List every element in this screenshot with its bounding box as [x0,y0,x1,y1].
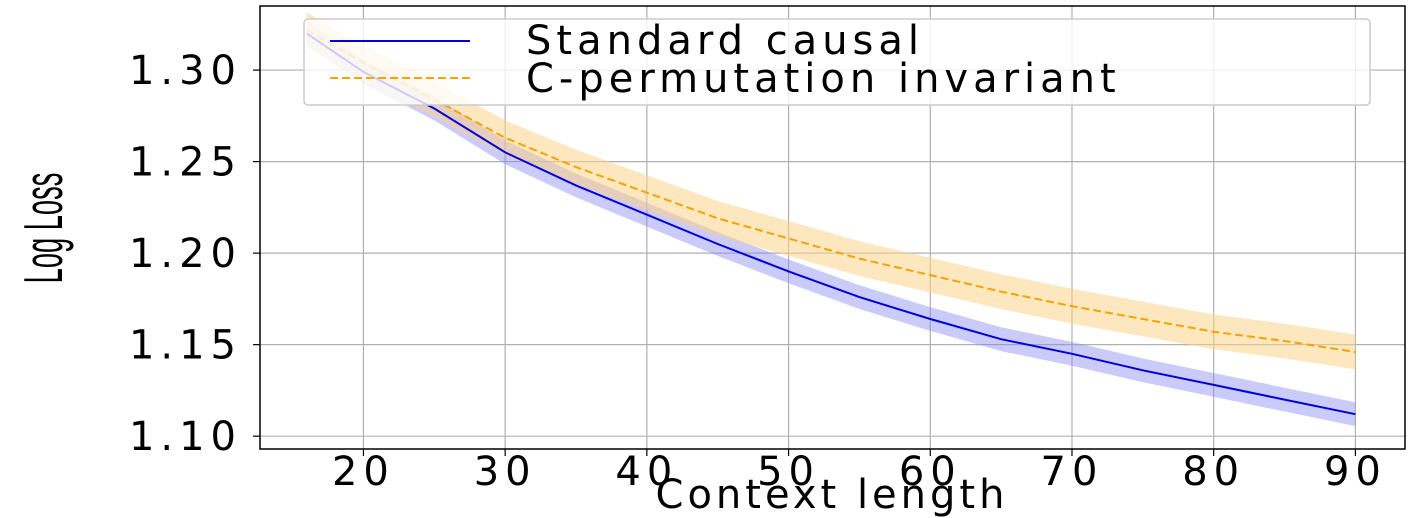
x-axis-ticks: 20 30 40 50 60 70 80 90 [332,449,1387,495]
x-tick-label: 80 [1182,449,1245,495]
y-axis-label: Log Loss [14,173,75,284]
y-axis-ticks: 1.10 1.15 1.20 1.25 1.30 [129,48,260,460]
confidence-band-0 [306,21,1356,427]
x-tick-label: 30 [474,449,537,495]
y-tick-label: 1.30 [129,48,242,94]
x-axis-label: Context length [656,472,1009,518]
legend-label-c-permutation-invariant: C-permutation invariant [526,56,1121,102]
confidence-bands [306,12,1356,427]
y-tick-label: 1.25 [129,140,242,186]
legend-label-standard-causal: Standard causal [526,18,924,64]
x-tick-label: 50 [757,449,820,495]
y-tick-label: 1.10 [129,414,242,460]
x-tick-label: 60 [899,449,962,495]
y-tick-label: 1.15 [129,323,242,369]
series-line-0 [306,32,1356,416]
series-line-1 [306,28,1356,353]
x-tick-label: 90 [1324,449,1387,495]
legend: Standard causal C-permutation invariant [303,18,1371,106]
y-tick-label: 1.20 [129,231,242,277]
x-tick-label: 20 [332,449,395,495]
series-lines [306,28,1356,416]
confidence-band-1 [306,12,1356,370]
plot-frame [259,5,1406,450]
x-tick-label: 40 [615,449,678,495]
x-tick-label: 70 [1041,449,1104,495]
legend-box [303,18,1371,106]
